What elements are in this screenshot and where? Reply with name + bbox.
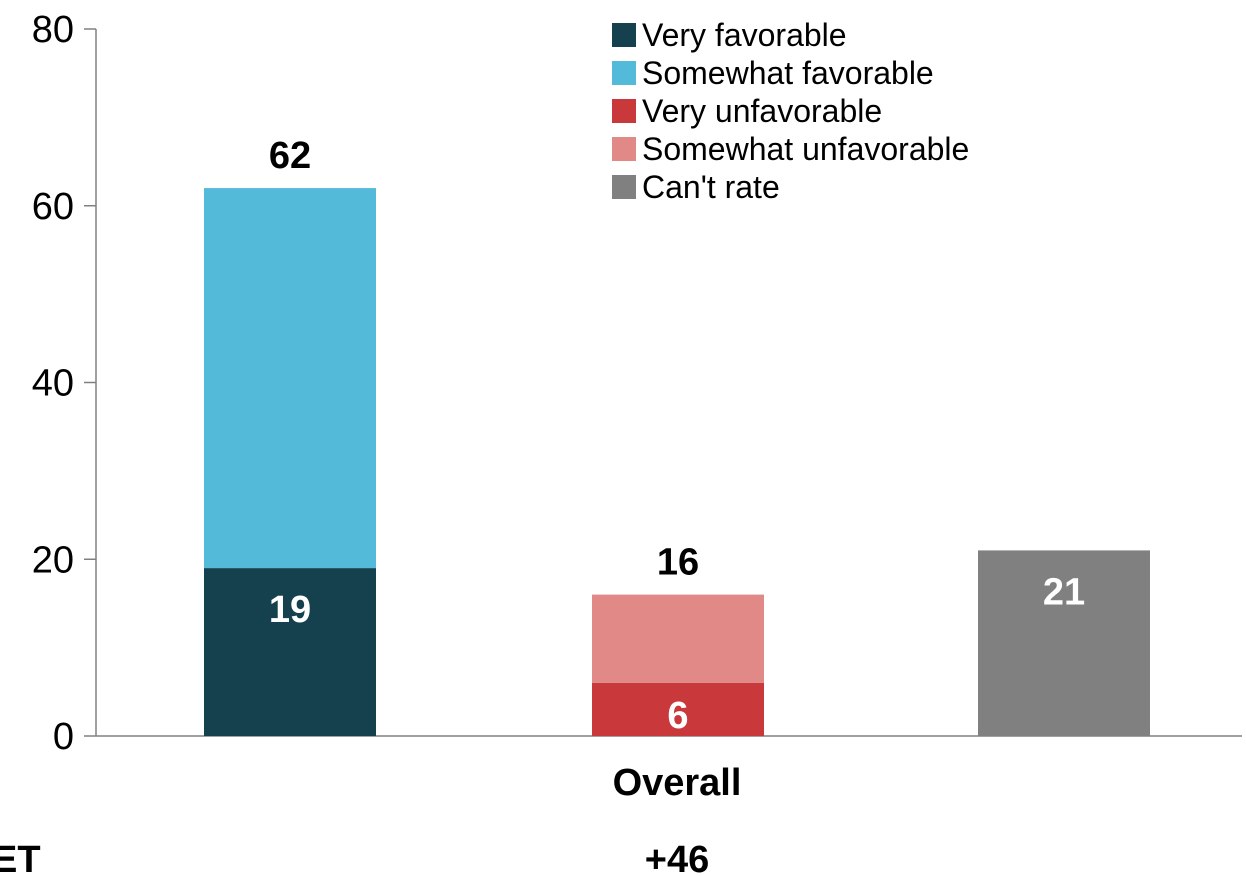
- bar-segment: [204, 568, 376, 736]
- legend-swatch: [612, 61, 636, 85]
- segment-data-label: 19: [269, 589, 311, 631]
- y-tick-label: 80: [32, 9, 74, 51]
- legend-swatch: [612, 137, 636, 161]
- segment-data-label: 6: [667, 695, 688, 737]
- legend-swatch: [612, 175, 636, 199]
- net-label: ET: [0, 839, 41, 876]
- legend-label: Somewhat favorable: [642, 55, 934, 91]
- category-label: Overall: [613, 762, 742, 804]
- y-tick-label: 20: [32, 539, 74, 581]
- bar-total-label: 62: [269, 135, 311, 177]
- y-tick-label: 60: [32, 186, 74, 228]
- bar-total-label: 16: [657, 542, 699, 584]
- y-tick-label: 40: [32, 363, 74, 405]
- legend-label: Very unfavorable: [642, 93, 882, 129]
- legend-label: Very favorable: [642, 17, 847, 53]
- legend-label: Can't rate: [642, 169, 780, 205]
- bar-segment: [978, 550, 1150, 736]
- legend-label: Somewhat unfavorable: [642, 131, 969, 167]
- legend-swatch: [612, 99, 636, 123]
- net-value: +46: [645, 839, 709, 876]
- bar-segment: [592, 594, 764, 683]
- segment-data-label: 21: [1043, 571, 1085, 613]
- bars: 19 62 6 16 21: [204, 135, 1150, 737]
- y-tick-label: 0: [53, 716, 74, 758]
- bar-segment: [204, 188, 376, 569]
- bar-segment: [592, 682, 764, 736]
- legend-swatch: [612, 23, 636, 47]
